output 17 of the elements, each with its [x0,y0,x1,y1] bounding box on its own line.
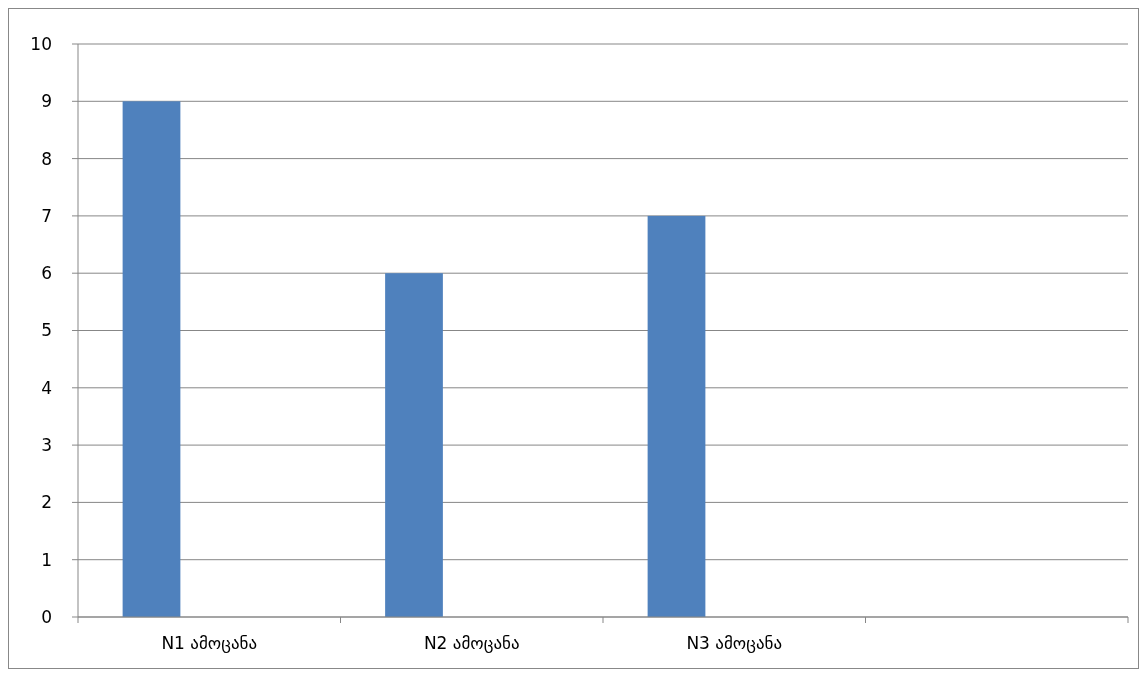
bar [385,273,443,617]
y-tick-label: 10 [30,33,52,54]
y-tick-label: 1 [41,549,52,570]
bar [647,215,706,617]
y-tick-label: 3 [41,435,52,456]
x-tick-label: N1 ამოცანა [161,633,258,653]
bar [122,101,181,617]
y-tick-label: 0 [41,606,52,627]
x-tick-label: N2 ამოცანა [423,633,520,653]
y-tick-label: 7 [41,205,52,226]
y-tick-label: 6 [41,263,52,284]
y-tick-label: 8 [41,148,52,169]
x-tick-label: N3 ამოცანა [686,633,783,653]
y-tick-label: 9 [41,91,52,112]
y-tick-label: 5 [41,320,52,341]
y-tick-label: 2 [41,492,52,513]
y-tick-label: 4 [41,377,52,398]
